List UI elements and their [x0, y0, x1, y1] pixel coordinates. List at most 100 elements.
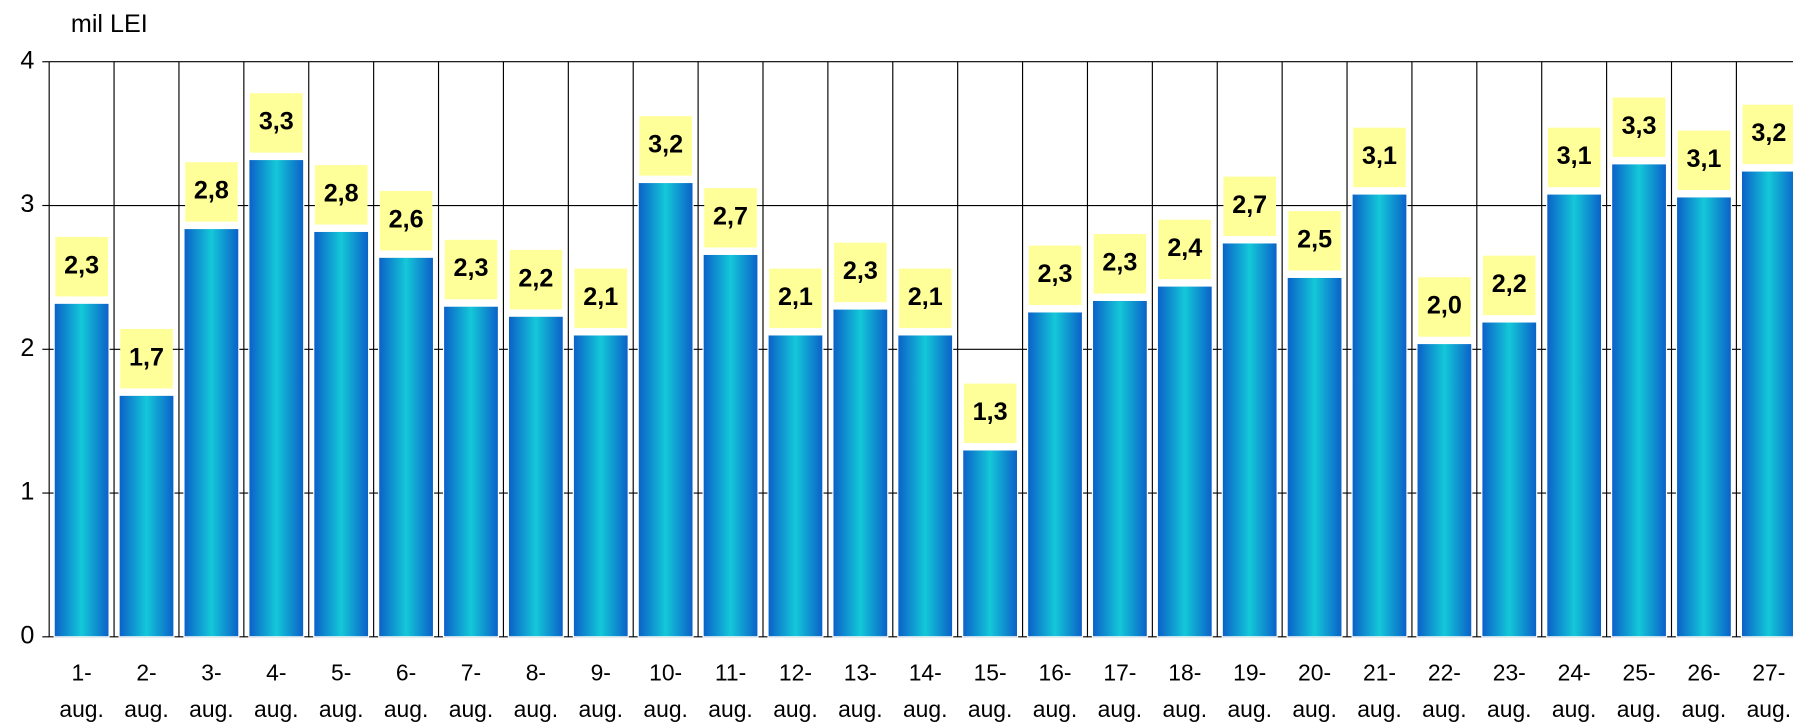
data-label: 1,7	[129, 343, 164, 371]
data-label: 3,2	[648, 131, 683, 159]
data-label: 1,3	[973, 398, 1008, 426]
data-label: 2,2	[518, 264, 553, 292]
data-label-box	[120, 328, 173, 389]
data-label-box	[1612, 97, 1666, 157]
x-tick-label: 16-aug.	[1033, 660, 1078, 723]
bar	[897, 334, 954, 638]
data-label-box	[185, 162, 238, 222]
data-label: 2,0	[1427, 292, 1462, 320]
x-tick-label: 20-aug.	[1292, 660, 1337, 723]
bar	[702, 253, 759, 638]
data-label-box	[1158, 219, 1212, 280]
data-label-box	[769, 268, 822, 329]
data-label-box	[1418, 277, 1471, 337]
data-label-box	[834, 242, 887, 303]
y-tick-label: 3	[20, 190, 34, 218]
data-label-box	[1482, 255, 1536, 316]
bar	[637, 181, 694, 638]
data-label-box	[379, 190, 433, 251]
y-tick-label: 4	[20, 46, 34, 74]
data-label-box	[574, 268, 628, 329]
data-label: 2,6	[389, 205, 424, 233]
x-tick-label: 18-aug.	[1163, 660, 1208, 723]
x-tick-label: 22-aug.	[1422, 660, 1467, 723]
data-label-box	[509, 249, 563, 310]
x-tick-label: 9-aug.	[579, 660, 624, 723]
data-label-box	[639, 116, 692, 176]
bar	[1221, 242, 1278, 638]
data-label-box	[898, 268, 952, 329]
bar	[313, 230, 370, 638]
bar	[118, 394, 175, 638]
bar	[1416, 342, 1473, 638]
bar	[183, 227, 240, 638]
bar	[1546, 193, 1603, 638]
data-label: 2,7	[1232, 191, 1267, 219]
x-tick-label: 23-aug.	[1487, 660, 1532, 723]
data-label-box	[963, 383, 1017, 444]
data-label-box	[249, 93, 303, 153]
data-label-box	[704, 188, 757, 248]
x-tick-label: 3-aug.	[189, 660, 234, 723]
x-tick-label: 21-aug.	[1357, 660, 1402, 723]
data-label-box	[1288, 211, 1341, 271]
data-label-box	[1353, 127, 1406, 188]
x-tick-label: 24-aug.	[1552, 660, 1597, 723]
x-tick-label: 5-aug.	[319, 660, 364, 723]
y-tick-label: 2	[20, 334, 34, 362]
data-label: 2,3	[843, 257, 878, 285]
bar	[1740, 170, 1793, 638]
data-label: 3,2	[1751, 119, 1786, 147]
data-label: 2,3	[64, 251, 99, 279]
x-tick-label: 11-aug.	[708, 660, 753, 723]
x-tick-label: 15-aug.	[968, 660, 1013, 723]
y-tick-label: 1	[20, 478, 34, 506]
bar	[832, 308, 889, 638]
x-tick-label: 4-aug.	[254, 660, 299, 723]
data-label: 3,1	[1557, 142, 1592, 170]
x-tick-label: 6-aug.	[384, 660, 429, 723]
bar	[1027, 311, 1084, 638]
y-tick-label: 0	[20, 621, 34, 649]
data-label-box	[1028, 245, 1082, 306]
data-label-box	[314, 165, 368, 225]
x-tick-label: 25-aug.	[1617, 660, 1662, 723]
bar	[1091, 299, 1148, 638]
y-axis-title: mil LEI	[71, 10, 148, 38]
bar	[767, 334, 824, 638]
data-label-box	[55, 236, 108, 297]
bar	[1481, 321, 1538, 638]
bar	[1675, 196, 1732, 638]
bar	[1156, 285, 1213, 638]
bar	[53, 302, 110, 638]
x-tick-label: 10-aug.	[643, 660, 688, 723]
data-label: 2,8	[194, 177, 229, 205]
data-label: 2,3	[1038, 260, 1073, 288]
data-label-box	[1223, 176, 1276, 237]
bar	[1611, 163, 1668, 638]
x-tick-label: 1-aug.	[59, 660, 104, 723]
x-tick-label: 14-aug.	[903, 660, 948, 723]
data-label: 2,2	[1492, 270, 1527, 298]
bar	[442, 305, 499, 638]
bar	[507, 315, 564, 638]
bar	[572, 334, 629, 638]
x-tick-label: 8-aug.	[514, 660, 559, 723]
x-tick-label: 12-aug.	[773, 660, 818, 723]
bar	[1286, 276, 1343, 638]
x-tick-label: 27-aug.	[1747, 660, 1792, 723]
x-tick-label: 7-aug.	[449, 660, 494, 723]
x-tick-label: 17-aug.	[1098, 660, 1143, 723]
x-tick-label: 26-aug.	[1682, 660, 1727, 723]
data-label: 2,1	[778, 283, 813, 311]
data-label: 2,8	[324, 179, 359, 207]
data-label: 2,5	[1297, 225, 1332, 253]
data-label-box	[1677, 130, 1731, 191]
bar	[248, 158, 305, 638]
bar	[378, 256, 435, 638]
bar	[1351, 193, 1408, 638]
data-label: 3,3	[259, 108, 294, 136]
data-label: 2,3	[453, 254, 488, 282]
